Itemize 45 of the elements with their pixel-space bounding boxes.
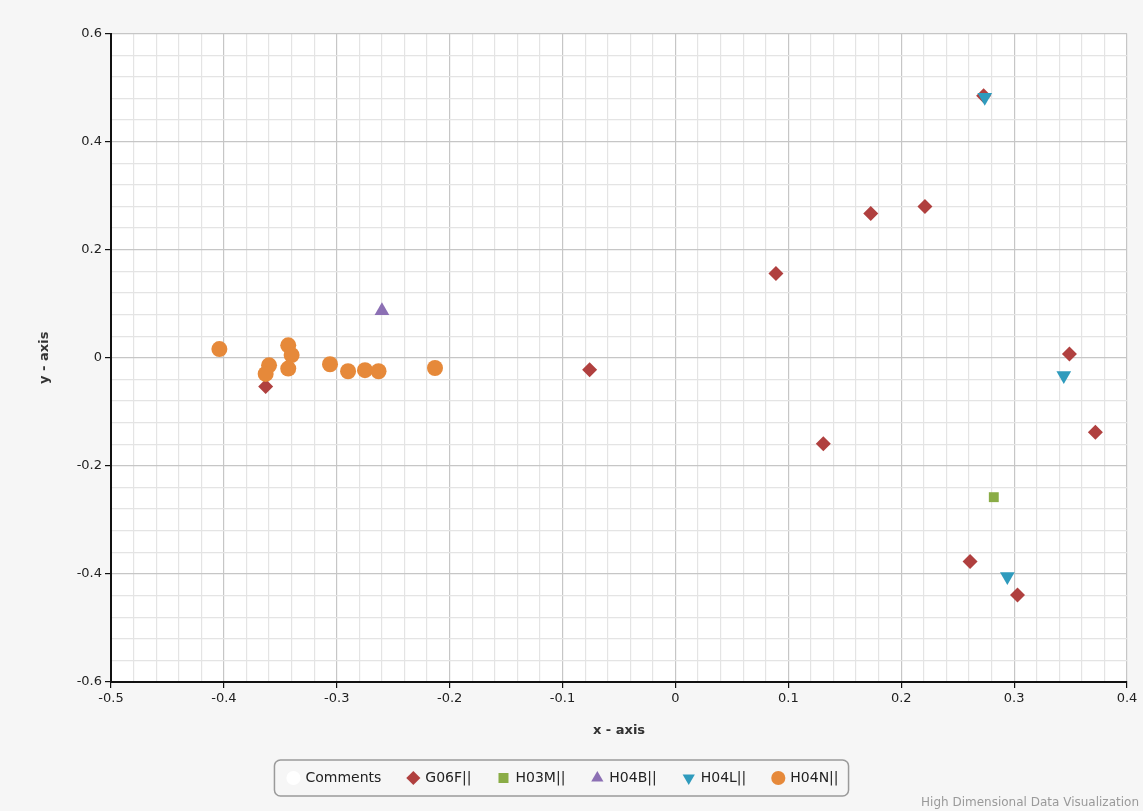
point xyxy=(988,492,999,503)
text: High Dimensional Data Visualization xyxy=(921,795,1139,810)
y-tick-label: 0.4 xyxy=(81,132,102,148)
y-tick-label: -0.2 xyxy=(76,457,102,473)
x-tick-label: 0.4 xyxy=(1116,690,1138,706)
point xyxy=(340,363,357,380)
y-tick-label: -0.6 xyxy=(76,673,102,689)
x-tick-label: -0.2 xyxy=(436,690,463,706)
point xyxy=(280,360,297,377)
legend-label: G06F|| xyxy=(425,768,472,786)
x-tick-label: 0.3 xyxy=(1003,690,1025,706)
point xyxy=(863,205,879,221)
point xyxy=(257,365,274,382)
x-tick-label: 0 xyxy=(671,690,680,706)
point xyxy=(322,356,338,373)
x-tick-label: -0.1 xyxy=(549,690,576,706)
x-tick-label: -0.4 xyxy=(211,690,237,706)
point xyxy=(370,363,387,380)
y-tick-label: -0.4 xyxy=(76,565,102,581)
y-axis-title: y - axis xyxy=(36,331,52,384)
x-tick-label: -0.3 xyxy=(324,690,350,706)
point xyxy=(1061,346,1077,362)
point xyxy=(582,362,598,378)
point xyxy=(426,360,443,377)
point xyxy=(768,265,784,281)
point xyxy=(283,347,300,364)
point xyxy=(1087,424,1103,440)
x-tick-label: 0.1 xyxy=(777,690,799,706)
point xyxy=(917,198,933,214)
x-tick-label: -0.5 xyxy=(98,690,124,706)
legend-label: H04N|| xyxy=(790,768,839,786)
y-tick-label: 0 xyxy=(93,349,102,365)
legend-label: H04B|| xyxy=(609,768,657,786)
point xyxy=(815,436,831,452)
y-tick-label: 0.2 xyxy=(81,241,102,257)
legend-label: H03M|| xyxy=(515,768,566,786)
point xyxy=(1010,587,1025,603)
point xyxy=(357,362,373,379)
point xyxy=(962,553,978,569)
x-axis-title: x - axis xyxy=(592,721,646,737)
point xyxy=(211,341,228,358)
legend-label: H04L|| xyxy=(700,768,747,786)
x-tick-label: 0.2 xyxy=(890,690,912,706)
legend-label: Comments xyxy=(305,768,382,785)
y-tick-label: 0.6 xyxy=(81,24,102,40)
